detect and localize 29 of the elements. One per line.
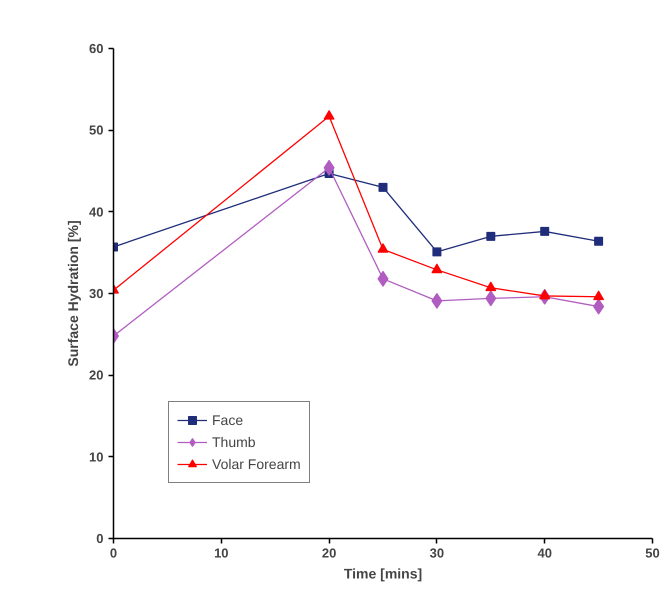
point xyxy=(324,110,335,120)
y-tick-label: 30 xyxy=(89,286,104,301)
point xyxy=(378,243,388,253)
y-tick-label: 20 xyxy=(89,368,104,383)
x-tick-label: 10 xyxy=(214,546,229,560)
point xyxy=(486,232,496,241)
y-tick-label: 0 xyxy=(96,531,104,546)
y-tick-label: 60 xyxy=(89,41,104,56)
point xyxy=(485,282,496,292)
point xyxy=(432,247,442,256)
y-tick-label: 40 xyxy=(89,204,104,220)
y-axis-title: Surface Hydration [%] xyxy=(65,220,82,367)
point xyxy=(539,290,550,300)
x-tick-label: 0 xyxy=(110,546,118,560)
y-tick-label: 10 xyxy=(89,449,104,464)
x-tick-label: 20 xyxy=(322,546,336,560)
x-tick-label: 50 xyxy=(645,546,660,560)
point xyxy=(378,182,388,192)
x-axis-title: Time [mins] xyxy=(344,566,422,582)
y-tick-label: 50 xyxy=(89,122,104,138)
point xyxy=(431,264,442,274)
legend-label: Volar Forearm xyxy=(212,456,301,472)
point xyxy=(594,236,604,246)
legend-label: Face xyxy=(212,412,244,428)
point xyxy=(540,226,550,236)
x-tick-label: 30 xyxy=(430,546,444,560)
x-tick-label: 40 xyxy=(537,546,552,560)
point xyxy=(593,290,604,300)
legend-label: Thumb xyxy=(212,434,256,450)
